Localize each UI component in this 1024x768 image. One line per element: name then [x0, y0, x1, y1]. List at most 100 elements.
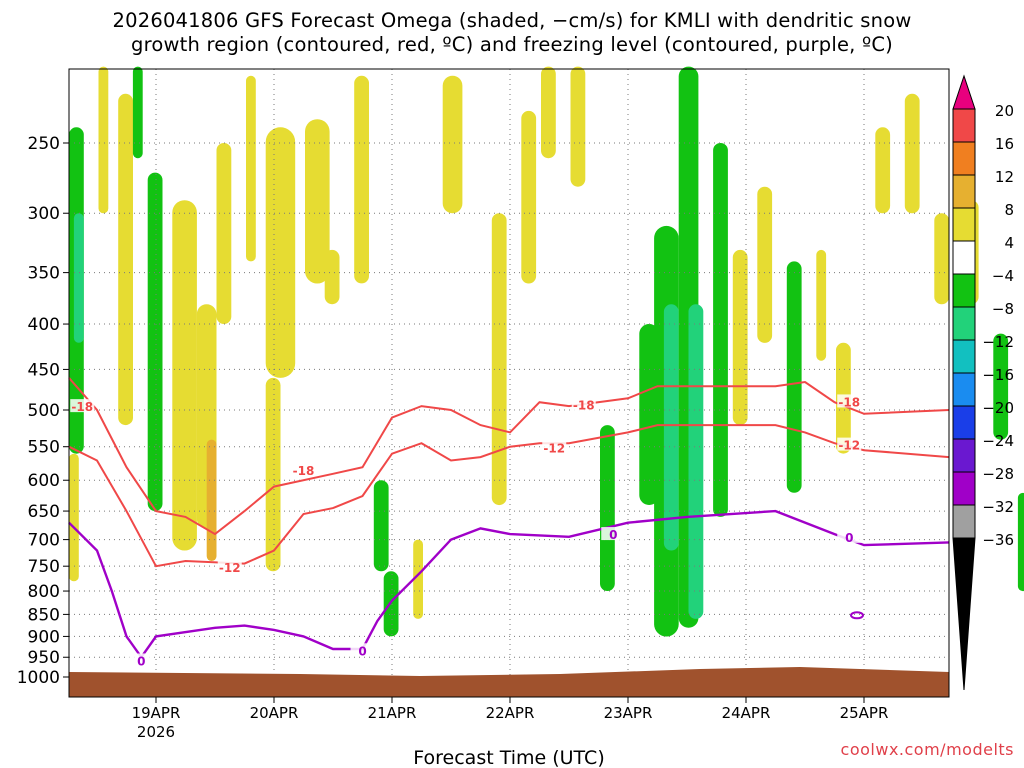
omega-shading-cell: [305, 119, 330, 284]
contour-label-bg: [350, 643, 375, 657]
y-tick-label: 600: [28, 471, 60, 491]
contour-label-bg: [217, 560, 242, 574]
colorbar-label: −16: [982, 366, 1014, 384]
contour-label: -18: [293, 464, 315, 478]
omega-shading-cell: [521, 110, 537, 284]
omega-shading-cell: [442, 75, 463, 214]
x-tick-label: 24APR: [722, 704, 771, 722]
x-axis-label: Forecast Time (UTC): [413, 747, 604, 768]
y-tick-label: 500: [28, 401, 60, 421]
y-tick-label: 950: [28, 648, 60, 668]
watermark: coolwx.com/modelts: [840, 740, 1014, 759]
y-tick-label: 700: [28, 531, 60, 551]
omega-shading-cell: [934, 213, 950, 305]
omega-shading-cell: [570, 66, 586, 187]
y-tick-label: 750: [28, 557, 60, 577]
omega-shading-cell: [904, 93, 920, 214]
omega-shading-cell: [663, 304, 679, 551]
colorbar-label: 20: [995, 102, 1014, 120]
omega-shading-cell: [713, 143, 728, 517]
y-tick-label: 550: [28, 438, 60, 458]
plot-frame: [68, 68, 950, 698]
colorbar-label: −12: [982, 333, 1014, 351]
omega-shading-cell: [816, 249, 827, 361]
contour-label: 0: [845, 531, 853, 545]
omega-shading-cell: [600, 425, 615, 591]
colorbar-segment: [952, 207, 976, 242]
colorbar-segment: [952, 372, 976, 407]
colorbar-label: −32: [982, 498, 1014, 516]
colorbar-segment: [952, 405, 976, 440]
contour-label-bg: [837, 394, 862, 408]
omega-shading-cell: [491, 213, 507, 506]
y-tick-label: 400: [28, 315, 60, 335]
contour-label: -12: [838, 439, 860, 453]
colorbar-label: −28: [982, 465, 1014, 483]
omega-shading-cell: [541, 66, 556, 159]
y-tick-label: 800: [28, 582, 60, 602]
y-tick-label: 900: [28, 627, 60, 647]
contour-label-bg: [837, 437, 862, 451]
colorbar-segment: [952, 306, 976, 341]
colorbar-segment: [952, 108, 976, 143]
chart-title-line-2: growth region (contoured, red, ºC) and f…: [131, 33, 893, 56]
omega-shading-cell: [147, 172, 163, 511]
x-year-label: 2026: [137, 723, 175, 741]
y-axis: 2503003504004505005506006507007508008509…: [17, 134, 69, 688]
surface-terrain: [69, 667, 949, 697]
colorbar-label: −24: [982, 432, 1014, 450]
contour-label: 0: [358, 644, 366, 658]
colorbar-label: 16: [995, 135, 1014, 153]
omega-shading-cell: [73, 213, 84, 343]
y-tick-label: 1000: [17, 668, 60, 688]
omega-shading-cell: [324, 249, 340, 305]
omega-shading-cell: [265, 377, 281, 572]
y-tick-label: 650: [28, 502, 60, 522]
colorbar-label: −20: [982, 399, 1014, 417]
omega-shading-cell: [732, 249, 748, 426]
colorbar-label: 4: [1004, 234, 1014, 252]
contour-label: -18: [573, 399, 595, 413]
y-tick-label: 300: [28, 204, 60, 224]
contour-label: -12: [543, 441, 565, 455]
omega-shading-cell: [69, 453, 79, 582]
x-tick-label: 19APR: [132, 704, 181, 722]
omega-shading-cell: [246, 75, 256, 262]
omega-shading-cell: [413, 539, 423, 619]
omega-shading-cell: [757, 186, 773, 343]
contour-label-bg: [70, 399, 95, 413]
contour-label-bg: [291, 462, 316, 476]
x-axis: 19APR 20APR 21APR 22APR 23APR 24APR 25APR 2026: [132, 697, 888, 741]
omega-shading-cell: [373, 480, 389, 572]
omega-shading-cell: [1017, 492, 1024, 592]
ground-layer: [69, 667, 949, 697]
contour-label-bg: [129, 653, 154, 667]
colorbar-arrow-top: [952, 74, 976, 110]
omega-shading-cell: [118, 93, 133, 426]
colorbar-segment: [952, 471, 976, 506]
y-tick-label: 450: [28, 360, 60, 380]
omega-shading-cell: [172, 200, 197, 551]
contour-label-bg: [571, 397, 596, 411]
omega-shading-cell: [216, 143, 232, 324]
contour-label: 0: [609, 528, 617, 542]
x-tick-label: 20APR: [250, 704, 299, 722]
contour-label: 0: [137, 654, 145, 668]
omega-shading-cell: [132, 66, 143, 159]
contour-label-bg: [601, 527, 626, 541]
contour-label-bg: [542, 440, 567, 454]
colorbar-label: −8: [992, 300, 1014, 318]
omega-shading-cell: [993, 333, 1009, 440]
colorbar-segment: [952, 438, 976, 473]
contour-dgzm18: [68, 377, 950, 536]
colorbar-segment: [952, 273, 976, 308]
contour-label: -18: [838, 395, 860, 409]
colorbar-segment: [952, 174, 976, 209]
colorbar: 20 16 12 8 4 −4 −8 −12 −16 −20 −24 −28 −32 −36: [952, 74, 1014, 691]
contour-label: -18: [71, 400, 93, 414]
x-tick-label: 23APR: [604, 704, 653, 722]
colorbar-segment: [952, 240, 976, 275]
colorbar-label: −4: [992, 267, 1014, 285]
x-tick-label: 22APR: [486, 704, 535, 722]
